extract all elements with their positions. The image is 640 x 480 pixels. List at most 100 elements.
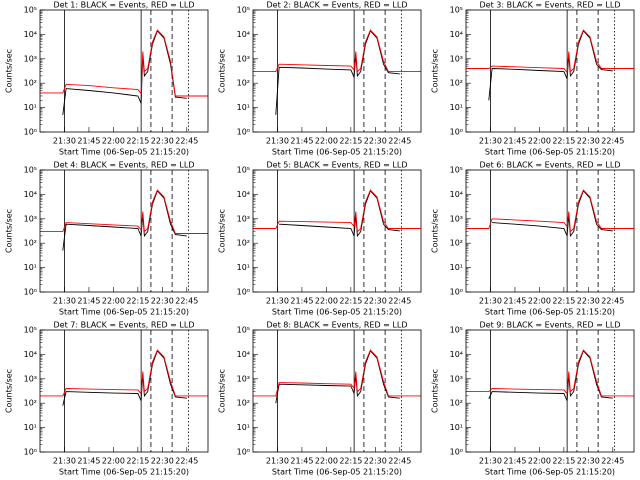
y-tick-label: 10² [24,79,37,88]
series-line [466,29,634,74]
y-tick-label: 10² [237,79,250,88]
x-tick-label: 22:15 [552,297,575,306]
series-line [253,349,421,397]
y-tick-label: 10⁰ [24,128,37,137]
series-line [466,349,634,397]
y-tick-label: 10¹ [237,423,250,432]
x-tick-label: 22:45 [601,297,624,306]
x-tick-label: 22:00 [102,297,125,306]
plot-frame [252,169,422,293]
x-tick-label: 22:15 [126,297,149,306]
plot-frame [39,169,209,293]
x-axis-label: Start Time (06-Sep-05 21:15:20) [59,148,189,157]
panel: Det 2: BLACK = Events, RED = LLD Start Ti… [218,1,422,157]
y-tick-label: 10³ [24,374,37,383]
chart-title: Det 4: BLACK = Events, RED = LLD [54,161,195,170]
series-line [62,349,187,406]
panel: Det 6: BLACK = Events, RED = LLD Start Ti… [431,161,635,317]
chart-title: Det 8: BLACK = Events, RED = LLD [267,321,408,330]
y-tick-label: 10⁵ [24,6,37,15]
x-tick-label: 22:45 [175,137,198,146]
y-axis-label: Counts/sec [431,49,440,93]
y-tick-label: 10⁰ [24,448,37,457]
x-axis-label: Start Time (06-Sep-05 21:15:20) [272,148,402,157]
panel: Det 7: BLACK = Events, RED = LLD Start Ti… [5,321,209,477]
x-tick-label: 22:30 [151,297,174,306]
series-line [492,189,613,238]
series-line [40,29,208,97]
y-tick-label: 10² [450,79,463,88]
x-tick-label: 22:00 [528,457,551,466]
plot-frame [252,329,422,453]
y-tick-label: 10³ [237,374,250,383]
y-tick-label: 10² [24,239,37,248]
x-tick-label: 22:45 [175,457,198,466]
y-tick-label: 10⁴ [24,350,37,359]
panel: Det 8: BLACK = Events, RED = LLD Start Ti… [218,321,422,477]
x-tick-label: 22:45 [601,457,624,466]
y-tick-label: 10² [450,399,463,408]
y-tick-label: 10⁴ [450,350,463,359]
y-tick-label: 10¹ [237,263,250,272]
y-tick-label: 10¹ [24,263,37,272]
y-tick-label: 10³ [450,374,463,383]
series-line [488,29,613,101]
y-tick-label: 10⁵ [237,326,250,335]
x-axis-label: Start Time (06-Sep-05 21:15:20) [59,468,189,477]
y-tick-label: 10⁰ [450,448,463,457]
y-tick-label: 10³ [450,54,463,63]
x-tick-label: 22:45 [175,297,198,306]
y-tick-label: 10⁰ [450,128,463,137]
x-axis-label: Start Time (06-Sep-05 21:15:20) [485,468,615,477]
x-tick-label: 21:45 [503,457,526,466]
y-axis-label: Counts/sec [5,49,14,93]
x-tick-label: 22:15 [339,457,362,466]
y-tick-label: 10⁵ [24,326,37,335]
y-tick-label: 10⁵ [450,6,463,15]
y-tick-label: 10⁴ [237,190,250,199]
y-tick-label: 10² [237,399,250,408]
x-tick-label: 22:15 [126,137,149,146]
y-axis-label: Counts/sec [431,369,440,413]
x-axis-label: Start Time (06-Sep-05 21:15:20) [272,468,402,477]
x-tick-label: 22:30 [577,297,600,306]
y-tick-label: 10¹ [450,103,463,112]
x-tick-label: 22:45 [388,457,411,466]
x-tick-label: 22:00 [315,297,338,306]
series-line [279,189,400,238]
y-tick-label: 10⁴ [237,30,250,39]
y-tick-label: 10² [450,239,463,248]
x-axis-label: Start Time (06-Sep-05 21:15:20) [485,308,615,317]
x-tick-label: 21:45 [503,137,526,146]
x-tick-label: 22:15 [339,137,362,146]
chart-title: Det 9: BLACK = Events, RED = LLD [480,321,621,330]
x-tick-label: 22:45 [601,137,624,146]
series-line [275,29,400,115]
x-tick-label: 21:30 [266,137,289,146]
y-tick-label: 10⁵ [24,166,37,175]
plot-frame [252,9,422,133]
series-line [466,189,634,233]
y-tick-label: 10³ [24,214,37,223]
series-line [253,29,421,73]
panel: Det 1: BLACK = Events, RED = LLD Start Ti… [5,1,209,157]
y-tick-label: 10⁰ [24,288,37,297]
chart-title: Det 1: BLACK = Events, RED = LLD [54,1,195,10]
series-line [62,29,187,115]
chart-title: Det 7: BLACK = Events, RED = LLD [54,321,195,330]
x-tick-label: 22:30 [364,297,387,306]
x-tick-label: 21:45 [503,297,526,306]
plot-frame [465,169,635,293]
series-line [488,349,613,401]
x-tick-label: 22:45 [388,137,411,146]
y-tick-label: 10⁰ [237,448,250,457]
y-tick-label: 10³ [24,54,37,63]
plot-frame [465,329,635,453]
x-tick-label: 21:45 [77,457,100,466]
chart-title: Det 2: BLACK = Events, RED = LLD [267,1,408,10]
series-line [253,189,421,233]
y-tick-label: 10⁴ [24,30,37,39]
x-tick-label: 21:45 [77,297,100,306]
x-tick-label: 22:00 [315,137,338,146]
